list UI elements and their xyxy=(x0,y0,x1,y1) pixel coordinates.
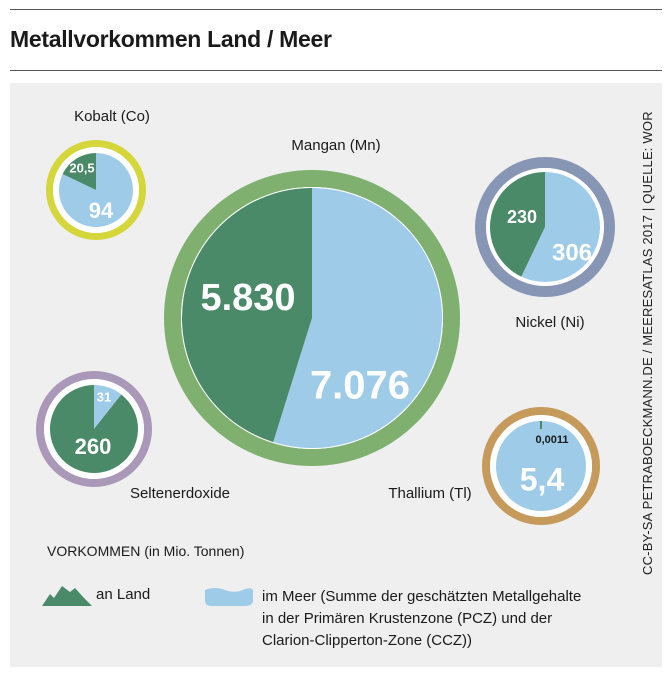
pie-name-seltenerdoxide: Seltenerdoxide xyxy=(130,485,230,502)
chart-title: Metallvorkommen Land / Meer xyxy=(10,26,332,52)
legend-sea-label: im Meer (Summe der geschätzten Metallgeh… xyxy=(262,586,652,652)
slice-sea-thallium-tl xyxy=(496,421,587,512)
label-sea-kobalt-co: 94 xyxy=(89,198,114,223)
pie-ring-seltenerdoxide xyxy=(36,371,152,487)
pie-thallium-tl: 0,0011 5,4 Thallium (Tl) xyxy=(388,407,600,525)
slice-land-mangan-mn xyxy=(181,188,312,443)
slice-land-seltenerdoxide xyxy=(49,385,138,473)
title-rule xyxy=(10,70,662,71)
pie-name-kobalt-co: Kobalt (Co) xyxy=(74,108,150,125)
slice-sea-nickel-ni xyxy=(521,172,600,282)
pie-kobalt-co: 20,5 94 Kobalt (Co) xyxy=(46,108,150,240)
pie-ring-kobalt-co xyxy=(46,140,146,240)
label-sea-mangan-mn: 7.076 xyxy=(310,364,410,408)
label-land-nickel-ni: 230 xyxy=(507,207,537,227)
pie-seltenerdoxide: 260 31 Seltenerdoxide xyxy=(36,371,230,502)
pie-mangan-mn: 5.830 7.076 Mangan (Mn) xyxy=(164,137,460,466)
pie-nickel-ni: 230 306 Nickel (Ni) xyxy=(475,157,615,331)
label-sea-nickel-ni: 306 xyxy=(552,239,592,266)
pie-ring-mangan-mn xyxy=(164,170,460,466)
sea-legend-icon xyxy=(205,588,253,606)
legend-sea-line-2: in der Primären Krustenzone (PCZ) und de… xyxy=(262,610,553,627)
label-sea-thallium-tl: 5,4 xyxy=(520,461,565,497)
pie-ring-nickel-ni xyxy=(475,157,615,297)
slice-land-nickel-ni xyxy=(489,172,545,277)
legend-title: VORKOMMEN (in Mio. Tonnen) xyxy=(47,543,245,559)
label-land-kobalt-co: 20,5 xyxy=(69,160,94,175)
land-legend-icon xyxy=(42,586,92,606)
legend-sea-line-3: Clarion-Clipperton-Zone (CCZ)) xyxy=(262,632,473,649)
slice-sea-mangan-mn xyxy=(273,188,442,449)
label-sea-seltenerdoxide: 31 xyxy=(97,389,111,404)
slice-sea-seltenerdoxide xyxy=(94,385,122,429)
pie-name-mangan-mn: Mangan (Mn) xyxy=(291,137,380,154)
slice-land-kobalt-co xyxy=(62,153,96,190)
legend-land-label: an Land xyxy=(96,586,151,603)
pie-ring-thallium-tl xyxy=(482,407,600,525)
label-land-thallium-tl: 0,0011 xyxy=(535,434,568,446)
top-rule xyxy=(10,9,662,10)
slice-sea-kobalt-co xyxy=(59,153,134,227)
source-credit: CC-BY-SA PETRABOECKMANN.DE / MEERESATLAS… xyxy=(640,111,655,575)
label-land-seltenerdoxide: 260 xyxy=(75,434,112,459)
legend-sea-line-1: im Meer (Summe der geschätzten Metallgeh… xyxy=(262,588,582,605)
label-land-mangan-mn: 5.830 xyxy=(200,277,295,319)
credit-container: CC-BY-SA PETRABOECKMANN.DE / MEERESATLAS… xyxy=(640,97,660,577)
pie-name-thallium-tl: Thallium (Tl) xyxy=(388,485,471,502)
pie-name-nickel-ni: Nickel (Ni) xyxy=(515,314,584,331)
